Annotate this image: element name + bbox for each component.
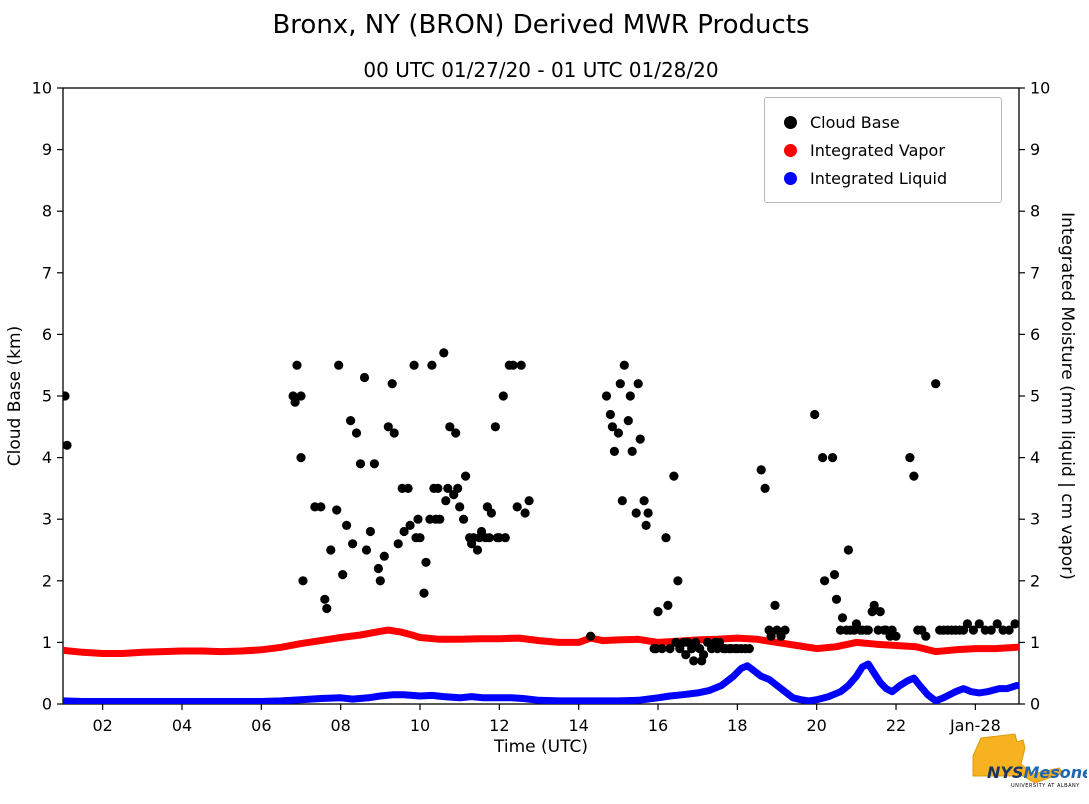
y-tick-label-right: 10 [1030,79,1050,98]
y-tick-label-right: 8 [1030,202,1040,221]
x-tick-label: 16 [648,716,668,735]
ny-state-shape-icon [972,733,1064,784]
y-tick-label-left: 7 [42,263,52,282]
x-tick-label: 06 [251,716,271,735]
logo-subtext: UNIVERSITY AT ALBANY [1011,783,1080,789]
legend-item-integrated-vapor: Integrated Vapor [775,136,1001,164]
x-tick-label: 22 [886,716,906,735]
chart-subtitle: 00 UTC 01/27/20 - 01 UTC 01/28/20 [363,58,719,82]
cloud-base-points [63,348,1019,666]
logo-wordmark: NYSMesonet [987,763,1087,782]
y-tick-label-right: 5 [1030,387,1040,406]
logo-mesonet-text: Mesonet [1024,763,1088,782]
x-tick-label: 20 [807,716,827,735]
y-tick-label-right: 7 [1030,263,1040,282]
nys-mesonet-logo: NYSMesonet UNIVERSITY AT ALBANY [969,728,1089,798]
y-tick-label-right: 2 [1030,571,1040,590]
legend-item-cloud-base: Cloud Base [775,108,1001,136]
y-tick-label-left: 8 [42,202,52,221]
legend-label-integrated-liquid: Integrated Liquid [810,168,948,188]
x-tick-label: 02 [92,716,112,735]
x-tick-label: 18 [727,716,747,735]
y-tick-label-left: 0 [42,695,52,714]
x-tick-label: 14 [569,716,589,735]
legend-item-integrated-liquid: Integrated Liquid [775,164,1001,192]
y-axis-label-left: Cloud Base (km) [5,326,25,466]
y-tick-label-left: 2 [42,571,52,590]
legend-label-cloud-base: Cloud Base [810,112,900,132]
x-tick-label: 08 [330,716,350,735]
y-tick-label-right: 4 [1030,448,1040,467]
x-tick-label: 04 [172,716,192,735]
y-tick-label-left: 5 [42,387,52,406]
integrated-liquid-line [63,660,1019,704]
y-tick-label-left: 6 [42,325,52,344]
integrated-liquid-marker-icon [784,171,797,185]
y-tick-label-right: 0 [1030,695,1040,714]
logo-nys-text: NYS [987,763,1024,782]
y-tick-label-left: 3 [42,510,52,529]
integrated-vapor-line [63,626,1019,657]
y-tick-label-left: 9 [42,140,52,159]
integrated-vapor-marker-icon [784,143,797,157]
y-tick-label-right: 9 [1030,140,1040,159]
cloud-base-marker-icon [784,115,797,129]
legend: Cloud Base Integrated Vapor Integrated L… [764,97,1002,203]
y-tick-label-left: 4 [42,448,52,467]
legend-label-integrated-vapor: Integrated Vapor [810,140,945,160]
y-tick-label-right: 3 [1030,510,1040,529]
x-tick-label: 10 [410,716,430,735]
y-tick-label-right: 1 [1030,633,1040,652]
y-axis-label-right: Integrated Moisture (mm liquid | cm vapo… [1057,212,1077,580]
x-axis-label: Time (UTC) [493,737,588,757]
y-tick-label-right: 6 [1030,325,1040,344]
chart-title: Bronx, NY (BRON) Derived MWR Products [272,10,810,40]
y-tick-label-left: 10 [32,79,52,98]
y-tick-label-left: 1 [42,633,52,652]
x-tick-label: 12 [489,716,509,735]
x-tick-label: Jan-28 [949,716,1001,735]
